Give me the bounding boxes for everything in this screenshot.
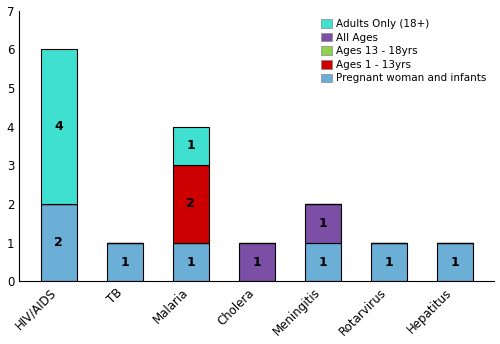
Text: 2: 2 xyxy=(186,197,195,211)
Bar xyxy=(238,243,275,281)
Text: 4: 4 xyxy=(54,120,63,133)
Text: 1: 1 xyxy=(318,217,327,230)
Text: 2: 2 xyxy=(54,236,63,249)
Bar xyxy=(172,127,209,165)
Bar xyxy=(304,243,341,281)
Bar xyxy=(304,204,341,243)
Legend: Adults Only (18+), All Ages, Ages 13 - 18yrs, Ages 1 - 13yrs, Pregnant woman and: Adults Only (18+), All Ages, Ages 13 - 1… xyxy=(318,16,489,87)
Text: 1: 1 xyxy=(186,139,195,152)
Text: 1: 1 xyxy=(120,256,129,269)
Bar xyxy=(436,243,473,281)
Bar xyxy=(172,165,209,243)
Bar xyxy=(106,243,143,281)
Text: 1: 1 xyxy=(450,256,459,269)
Bar xyxy=(172,243,209,281)
Bar xyxy=(370,243,407,281)
Text: 1: 1 xyxy=(186,256,195,269)
Bar xyxy=(40,49,77,204)
Bar xyxy=(40,204,77,281)
Text: 1: 1 xyxy=(252,256,261,269)
Text: 1: 1 xyxy=(384,256,393,269)
Text: 1: 1 xyxy=(318,256,327,269)
